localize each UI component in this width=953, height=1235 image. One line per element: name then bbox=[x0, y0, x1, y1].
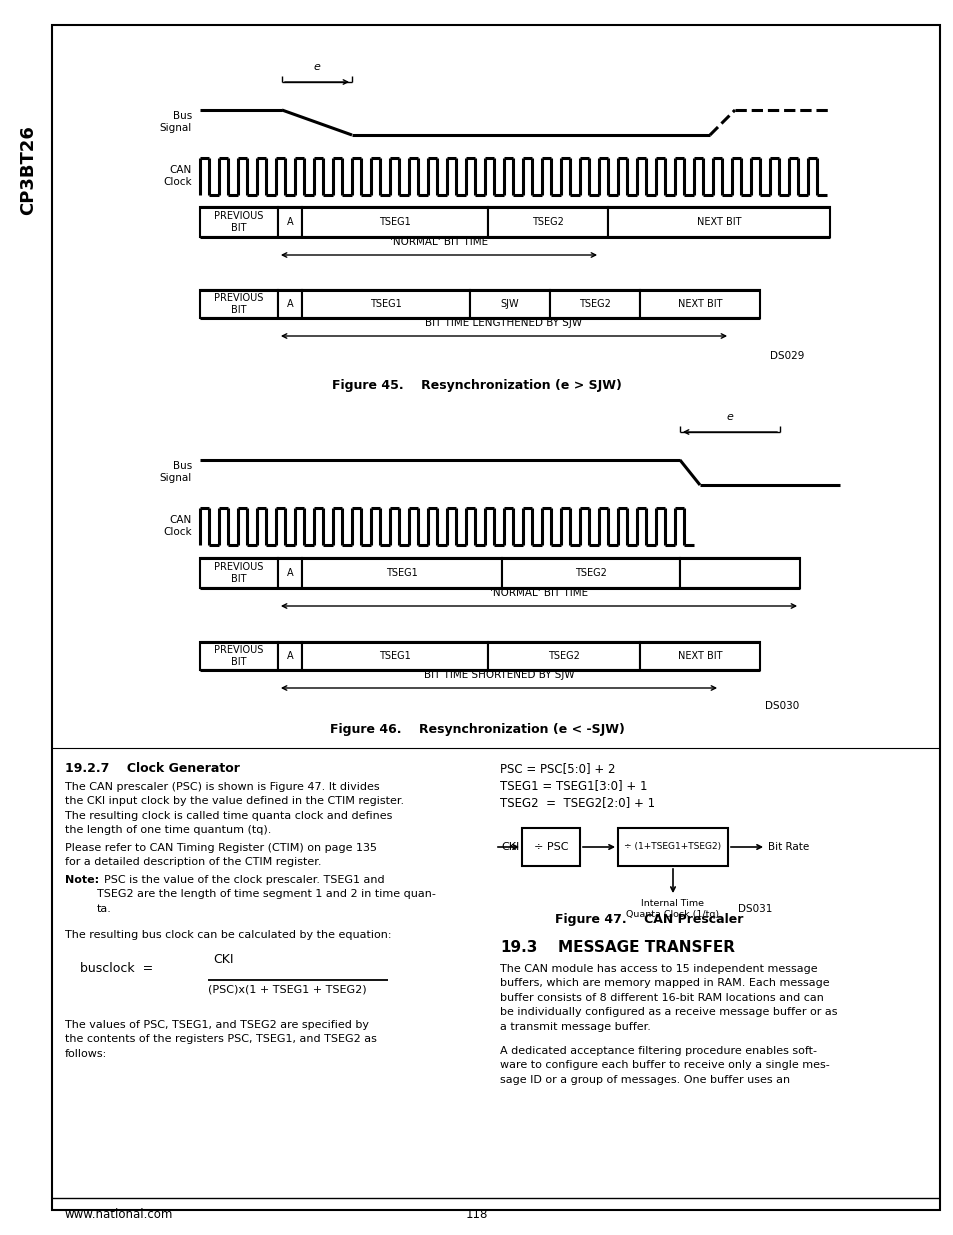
Text: PREVIOUS
BIT: PREVIOUS BIT bbox=[214, 562, 263, 584]
Bar bbox=[521, 827, 579, 866]
Text: TSEG1 = TSEG1[3:0] + 1: TSEG1 = TSEG1[3:0] + 1 bbox=[499, 779, 647, 792]
Text: CAN
Clock: CAN Clock bbox=[163, 164, 192, 188]
Text: A dedicated acceptance filtering procedure enables soft-
ware to configure each : A dedicated acceptance filtering procedu… bbox=[499, 1046, 829, 1084]
Text: TSEG2  =  TSEG2[2:0] + 1: TSEG2 = TSEG2[2:0] + 1 bbox=[499, 797, 655, 809]
Text: PSC is the value of the clock prescaler. TSEG1 and
TSEG2 are the length of time : PSC is the value of the clock prescaler.… bbox=[97, 876, 436, 914]
Bar bbox=[277, 558, 302, 588]
Text: PSC = PSC[5:0] + 2: PSC = PSC[5:0] + 2 bbox=[499, 762, 615, 776]
Text: NEXT BIT: NEXT BIT bbox=[696, 217, 740, 227]
Text: www.national.com: www.national.com bbox=[65, 1209, 173, 1221]
Text: A: A bbox=[287, 568, 293, 578]
Text: 'NORMAL' BIT TIME: 'NORMAL' BIT TIME bbox=[490, 588, 587, 598]
Text: (PSC)x(1 + TSEG1 + TSEG2): (PSC)x(1 + TSEG1 + TSEG2) bbox=[208, 984, 366, 994]
Text: TSEG1: TSEG1 bbox=[386, 568, 417, 578]
Text: DS030: DS030 bbox=[764, 701, 799, 711]
Text: BIT TIME LENGTHENED BY SJW: BIT TIME LENGTHENED BY SJW bbox=[425, 317, 582, 329]
Bar bbox=[200, 290, 277, 317]
Bar bbox=[302, 558, 501, 588]
Text: 118: 118 bbox=[465, 1209, 488, 1221]
Text: CKI: CKI bbox=[501, 842, 519, 852]
Text: ÷ (1+TSEG1+TSEG2): ÷ (1+TSEG1+TSEG2) bbox=[624, 842, 720, 851]
Bar bbox=[618, 827, 727, 866]
Text: 19.2.7    Clock Generator: 19.2.7 Clock Generator bbox=[65, 762, 239, 776]
Bar bbox=[302, 290, 470, 317]
Text: NEXT BIT: NEXT BIT bbox=[677, 299, 721, 309]
Text: Figure 47.    CAN Prescaler: Figure 47. CAN Prescaler bbox=[555, 914, 742, 926]
Text: Bus
Signal: Bus Signal bbox=[159, 461, 192, 483]
Bar bbox=[277, 207, 302, 237]
Text: Internal Time
Quanta Clock (1/tq): Internal Time Quanta Clock (1/tq) bbox=[626, 899, 719, 919]
Bar bbox=[200, 207, 277, 237]
Text: The values of PSC, TSEG1, and TSEG2 are specified by
the contents of the registe: The values of PSC, TSEG1, and TSEG2 are … bbox=[65, 1020, 376, 1058]
Text: ÷ PSC: ÷ PSC bbox=[533, 842, 568, 852]
Text: CKI: CKI bbox=[213, 953, 233, 966]
Text: e: e bbox=[726, 412, 733, 422]
Text: PREVIOUS
BIT: PREVIOUS BIT bbox=[214, 645, 263, 667]
Bar bbox=[488, 207, 607, 237]
Text: 19.3: 19.3 bbox=[499, 940, 537, 955]
Bar bbox=[200, 642, 277, 671]
Bar bbox=[550, 290, 639, 317]
Text: DS029: DS029 bbox=[769, 351, 803, 361]
Text: TSEG2: TSEG2 bbox=[578, 299, 610, 309]
Bar bbox=[470, 290, 550, 317]
Bar bbox=[639, 642, 760, 671]
Bar bbox=[302, 207, 488, 237]
Text: CP3BT26: CP3BT26 bbox=[19, 125, 37, 215]
Text: A: A bbox=[287, 651, 293, 661]
Text: Figure 46.    Resynchronization (e < -SJW): Figure 46. Resynchronization (e < -SJW) bbox=[329, 724, 624, 736]
Text: CAN
Clock: CAN Clock bbox=[163, 515, 192, 537]
Bar bbox=[200, 558, 277, 588]
Text: PREVIOUS
BIT: PREVIOUS BIT bbox=[214, 293, 263, 315]
Text: BIT TIME SHORTENED BY SJW: BIT TIME SHORTENED BY SJW bbox=[423, 671, 574, 680]
Bar bbox=[488, 642, 639, 671]
Text: The CAN module has access to 15 independent message
buffers, which are memory ma: The CAN module has access to 15 independ… bbox=[499, 965, 837, 1031]
Text: 'NORMAL' BIT TIME: 'NORMAL' BIT TIME bbox=[390, 237, 488, 247]
Text: MESSAGE TRANSFER: MESSAGE TRANSFER bbox=[558, 940, 734, 955]
Text: Note:: Note: bbox=[65, 876, 99, 885]
Bar bbox=[607, 207, 829, 237]
Text: A: A bbox=[287, 299, 293, 309]
Text: TSEG1: TSEG1 bbox=[370, 299, 401, 309]
Text: A: A bbox=[287, 217, 293, 227]
Text: Bit Rate: Bit Rate bbox=[767, 842, 808, 852]
Text: TSEG2: TSEG2 bbox=[532, 217, 563, 227]
Text: Figure 45.    Resynchronization (e > SJW): Figure 45. Resynchronization (e > SJW) bbox=[332, 378, 621, 391]
Bar bbox=[679, 558, 800, 588]
Text: busclock  =: busclock = bbox=[80, 962, 153, 974]
Bar bbox=[639, 290, 760, 317]
Bar bbox=[302, 642, 488, 671]
Text: TSEG2: TSEG2 bbox=[575, 568, 606, 578]
Text: The CAN prescaler (PSC) is shown is Figure 47. It divides
the CKI input clock by: The CAN prescaler (PSC) is shown is Figu… bbox=[65, 782, 404, 835]
Text: Please refer to CAN Timing Register (CTIM) on page 135
for a detailed descriptio: Please refer to CAN Timing Register (CTI… bbox=[65, 844, 376, 867]
Bar bbox=[277, 642, 302, 671]
Text: The resulting bus clock can be calculated by the equation:: The resulting bus clock can be calculate… bbox=[65, 930, 391, 940]
Text: e: e bbox=[314, 62, 320, 72]
Text: TSEG2: TSEG2 bbox=[547, 651, 579, 661]
Text: TSEG1: TSEG1 bbox=[378, 217, 411, 227]
Text: SJW: SJW bbox=[500, 299, 518, 309]
Text: Bus
Signal: Bus Signal bbox=[159, 111, 192, 133]
Text: NEXT BIT: NEXT BIT bbox=[677, 651, 721, 661]
Bar bbox=[277, 290, 302, 317]
Text: PREVIOUS
BIT: PREVIOUS BIT bbox=[214, 211, 263, 233]
Bar bbox=[501, 558, 679, 588]
Text: DS031: DS031 bbox=[738, 904, 772, 914]
Text: TSEG1: TSEG1 bbox=[378, 651, 411, 661]
